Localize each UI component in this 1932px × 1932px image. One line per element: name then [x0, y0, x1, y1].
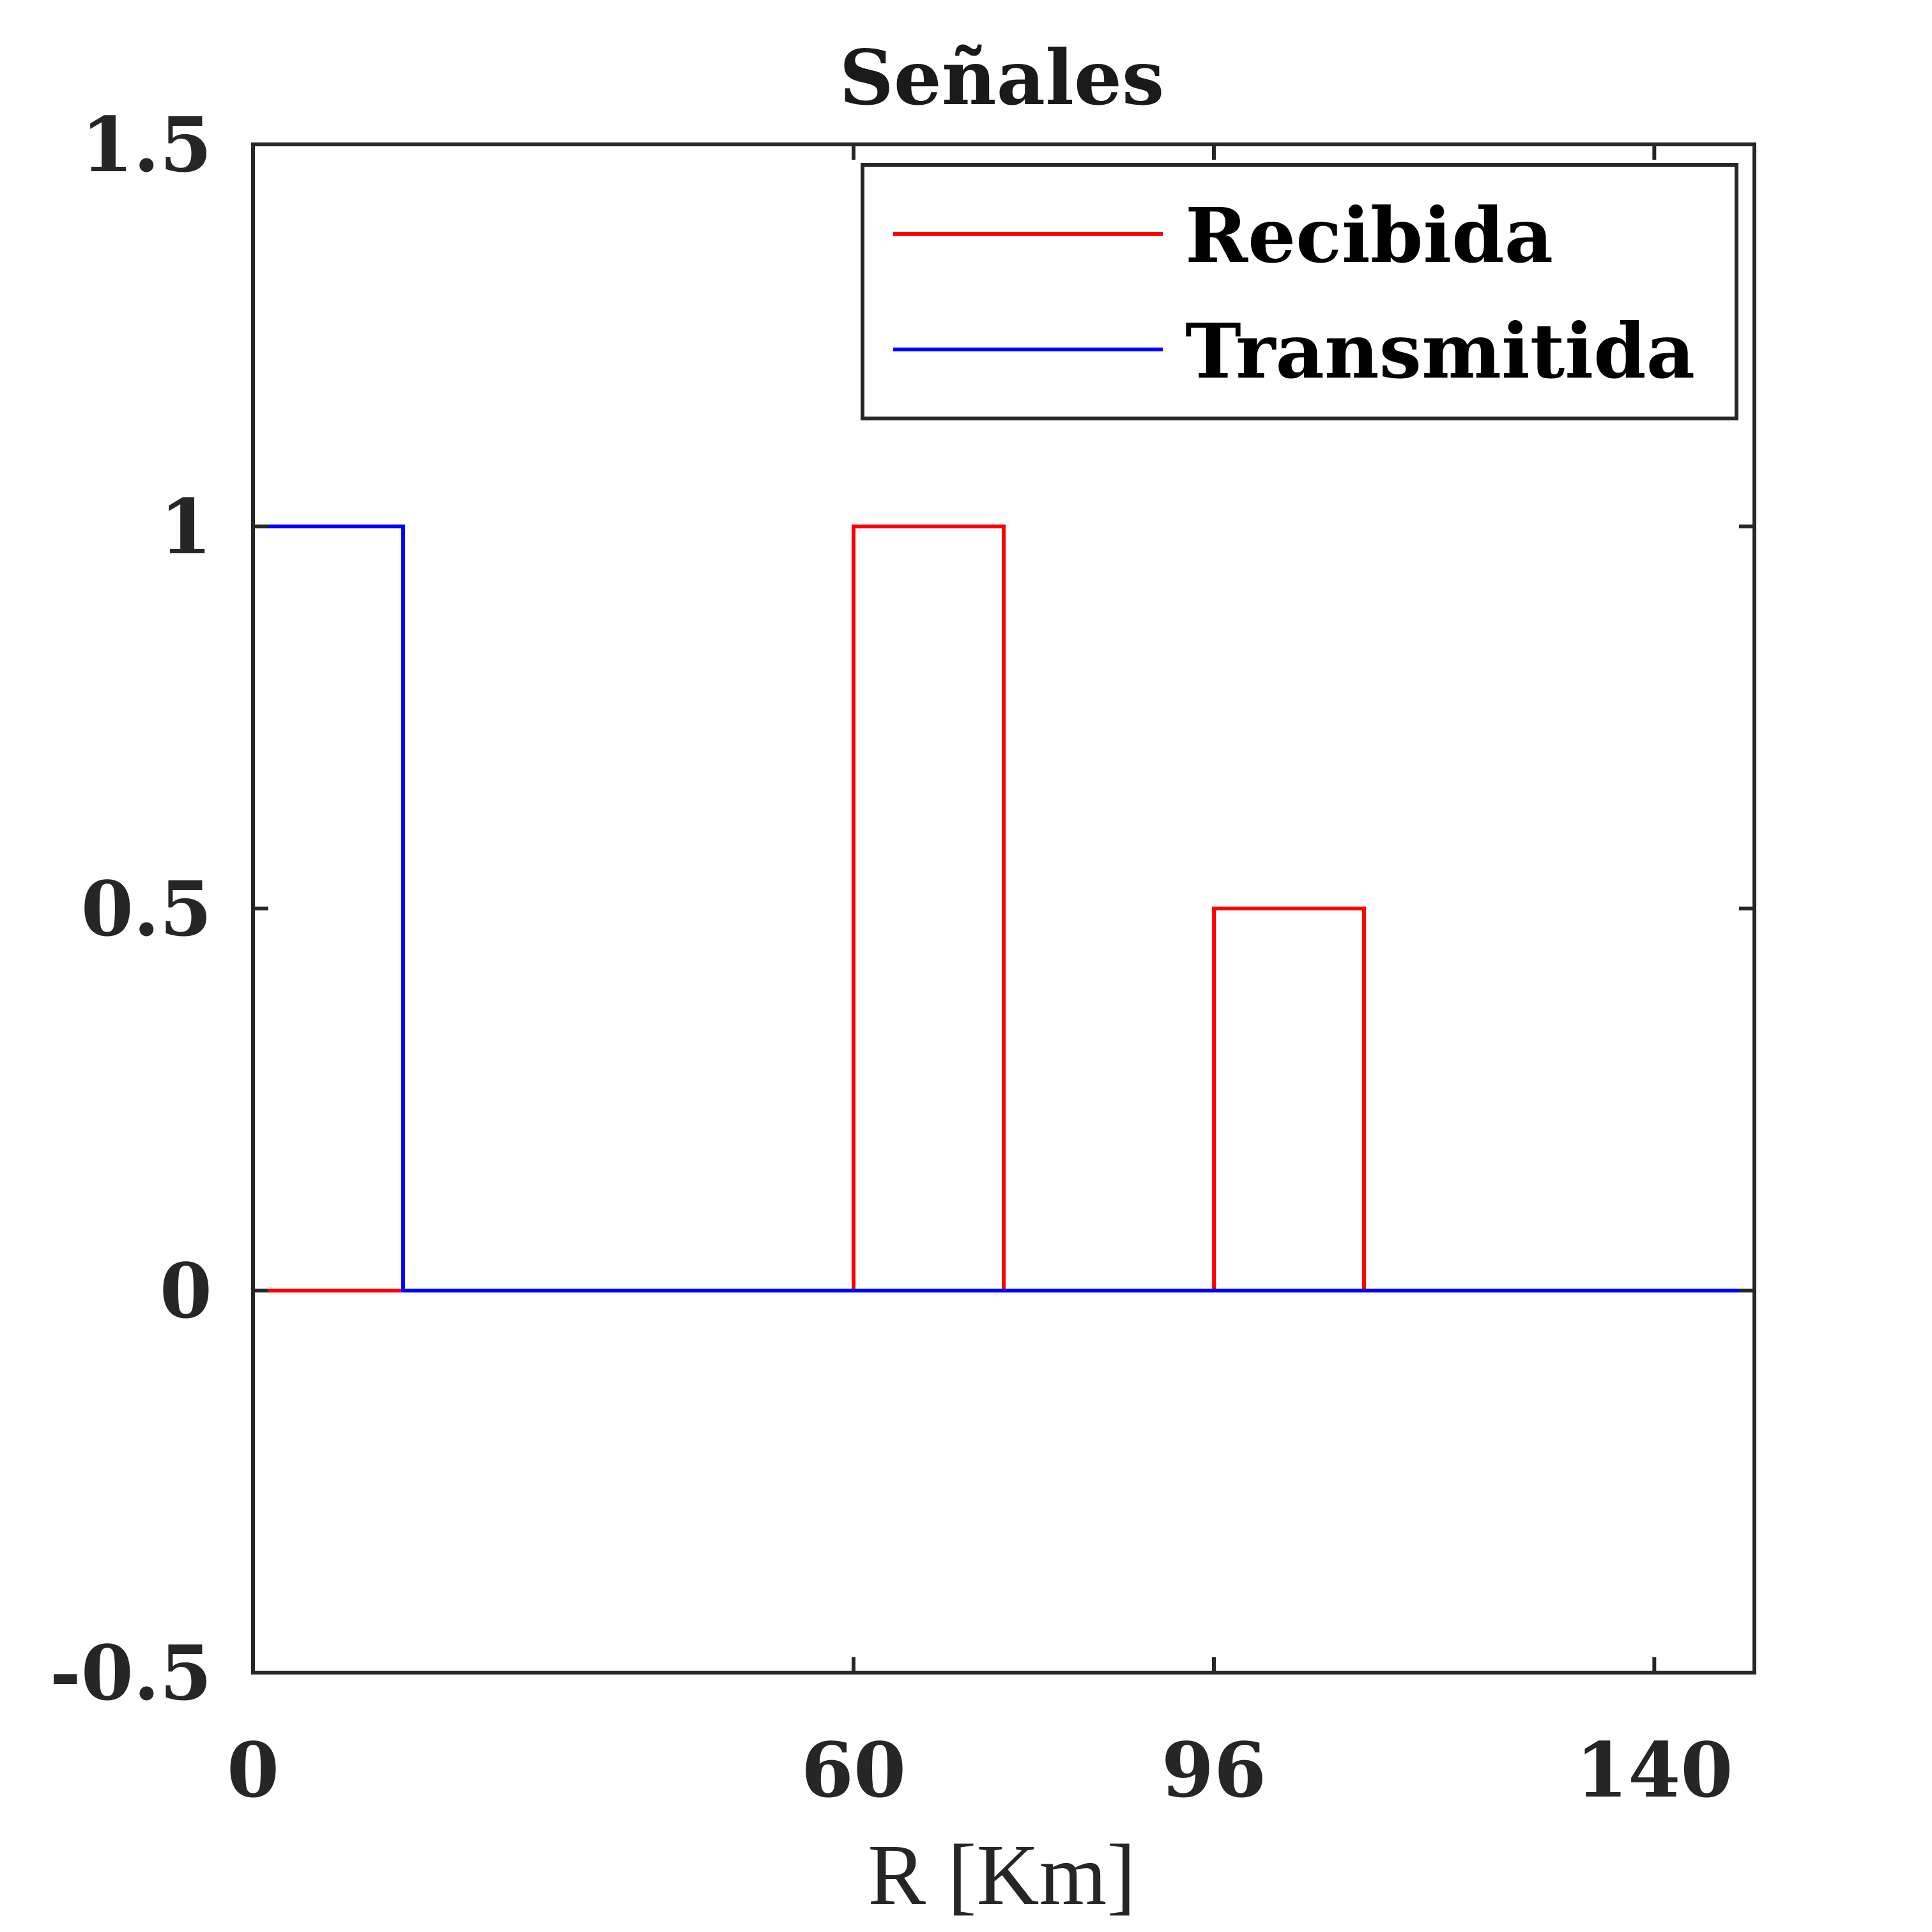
legend-box — [861, 163, 1738, 420]
x-tick-label: 140 — [1575, 1726, 1733, 1814]
y-tick-label: 1 — [160, 482, 212, 571]
legend-label-recibida: Recibida — [1185, 191, 1553, 280]
legend-label-transmitida: Transmitida — [1185, 307, 1695, 395]
y-tick-label: 1.5 — [81, 100, 212, 189]
series-line-transmitida — [253, 525, 1754, 1292]
x-tick-label: 0 — [227, 1726, 279, 1814]
chart-title: Señales — [839, 33, 1165, 122]
y-tick-label: 0.5 — [81, 864, 212, 953]
y-tick-label: 0 — [160, 1246, 212, 1335]
axes-frame — [251, 142, 1756, 1675]
x-tick-label: 96 — [1162, 1726, 1266, 1814]
y-tick-label: -0.5 — [50, 1629, 212, 1717]
series-line-recibida — [253, 525, 1754, 1292]
x-tick-label: 60 — [801, 1726, 906, 1814]
series-layer — [253, 525, 1754, 1292]
x-axis-label: R [Km] — [868, 1827, 1135, 1923]
legend: Recibida Transmitida — [861, 163, 1738, 420]
